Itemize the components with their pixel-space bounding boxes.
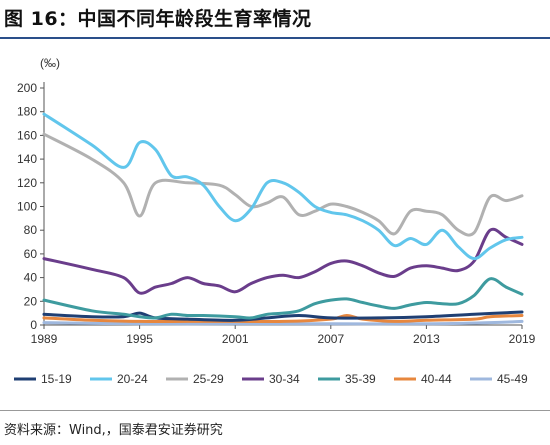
x-tick-label: 2001: [222, 332, 249, 346]
source-note: 资料来源：Wind,，国泰君安证券研究: [4, 423, 223, 438]
y-tick-label: 100: [17, 200, 37, 214]
legend-label-45-49: 45-49: [497, 372, 528, 386]
series-line-15-19: [42, 310, 524, 322]
legend: 15-19 20-24 25-29 30-34 35-39 40-44 45-49: [14, 372, 528, 386]
legend-label-35-39: 35-39: [345, 372, 376, 386]
source-divider: [0, 410, 550, 411]
x-tick-label: 1995: [126, 332, 153, 346]
y-tick-label: 120: [17, 176, 37, 190]
legend-label-15-19: 15-19: [41, 372, 72, 386]
legend-label-40-44: 40-44: [421, 372, 452, 386]
fertility-line-chart: (‰) 0 20 40 60 80 100 120 140 160 180 200 1989 1995 2…: [14, 56, 536, 386]
y-tick-label: 140: [17, 152, 37, 166]
axes: 0 20 40 60 80 100 120 140 160 180 200 1989 1995 2001 2…: [17, 81, 536, 346]
x-tick-label: 1989: [31, 332, 58, 346]
title-divider: [0, 37, 550, 39]
y-unit-label: (‰): [40, 56, 60, 70]
legend-label-25-29: 25-29: [193, 372, 224, 386]
y-tick-label: 0: [30, 318, 37, 332]
y-tick-label: 80: [24, 223, 38, 237]
series-line-35-39: [42, 277, 524, 320]
y-tick-label: 180: [17, 105, 37, 119]
y-tick-label: 200: [17, 81, 37, 95]
x-tick-label: 2019: [509, 332, 536, 346]
x-tick-label: 2007: [317, 332, 344, 346]
x-tick-label: 2013: [413, 332, 440, 346]
y-tick-label: 160: [17, 128, 37, 142]
y-tick-label: 40: [24, 271, 38, 285]
y-tick-label: 20: [24, 294, 38, 308]
legend-label-20-24: 20-24: [117, 372, 148, 386]
series-line-45-49: [42, 319, 524, 326]
figure-title: 图 16：中国不同年龄段生育率情况: [4, 8, 312, 30]
legend-label-30-34: 30-34: [269, 372, 300, 386]
series-line-30-34: [42, 227, 524, 295]
y-tick-label: 60: [24, 247, 38, 261]
series-line-25-29: [42, 132, 524, 237]
plot-area: [42, 112, 524, 326]
series-line-20-24: [42, 112, 524, 261]
